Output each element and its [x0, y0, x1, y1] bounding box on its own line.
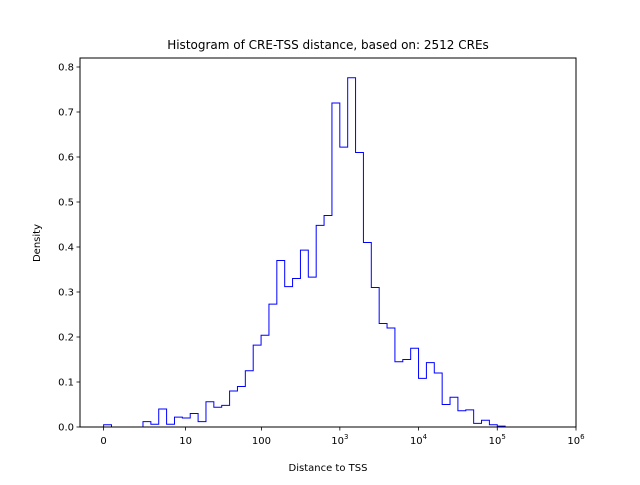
y-tick-label: 0.0: [58, 423, 74, 434]
x-tick-label: 100: [252, 436, 271, 447]
y-tick-label: 0.4: [58, 243, 74, 254]
y-axis-ticks: 0.0 0.1 0.2 0.3 0.4 0.5 0.6 0.7 0.8: [58, 63, 80, 434]
x-tick-label: 10: [179, 436, 192, 447]
chart-title: Histogram of CRE-TSS distance, based on:…: [167, 38, 489, 52]
y-tick-label: 0.1: [58, 378, 74, 389]
x-tick-label: 105: [489, 433, 506, 447]
y-tick-label: 0.7: [58, 108, 74, 119]
y-tick-label: 0.8: [58, 63, 74, 74]
plot-area-frame: [79, 57, 577, 428]
y-axis-label: Density: [32, 224, 43, 262]
x-axis-ticks: 0 10 100 103 104 105 106: [100, 427, 585, 447]
y-tick-label: 0.2: [58, 333, 74, 344]
histogram-step-line: [103, 77, 545, 428]
y-tick-label: 0.3: [58, 288, 74, 299]
x-axis-label: Distance to TSS: [289, 463, 368, 474]
x-tick-label: 106: [567, 433, 585, 447]
x-tick-label: 104: [410, 433, 428, 447]
y-tick-label: 0.5: [58, 198, 74, 209]
x-tick-label: 103: [331, 433, 348, 447]
x-tick-label: 0: [100, 436, 106, 447]
y-tick-label: 0.6: [58, 153, 74, 164]
